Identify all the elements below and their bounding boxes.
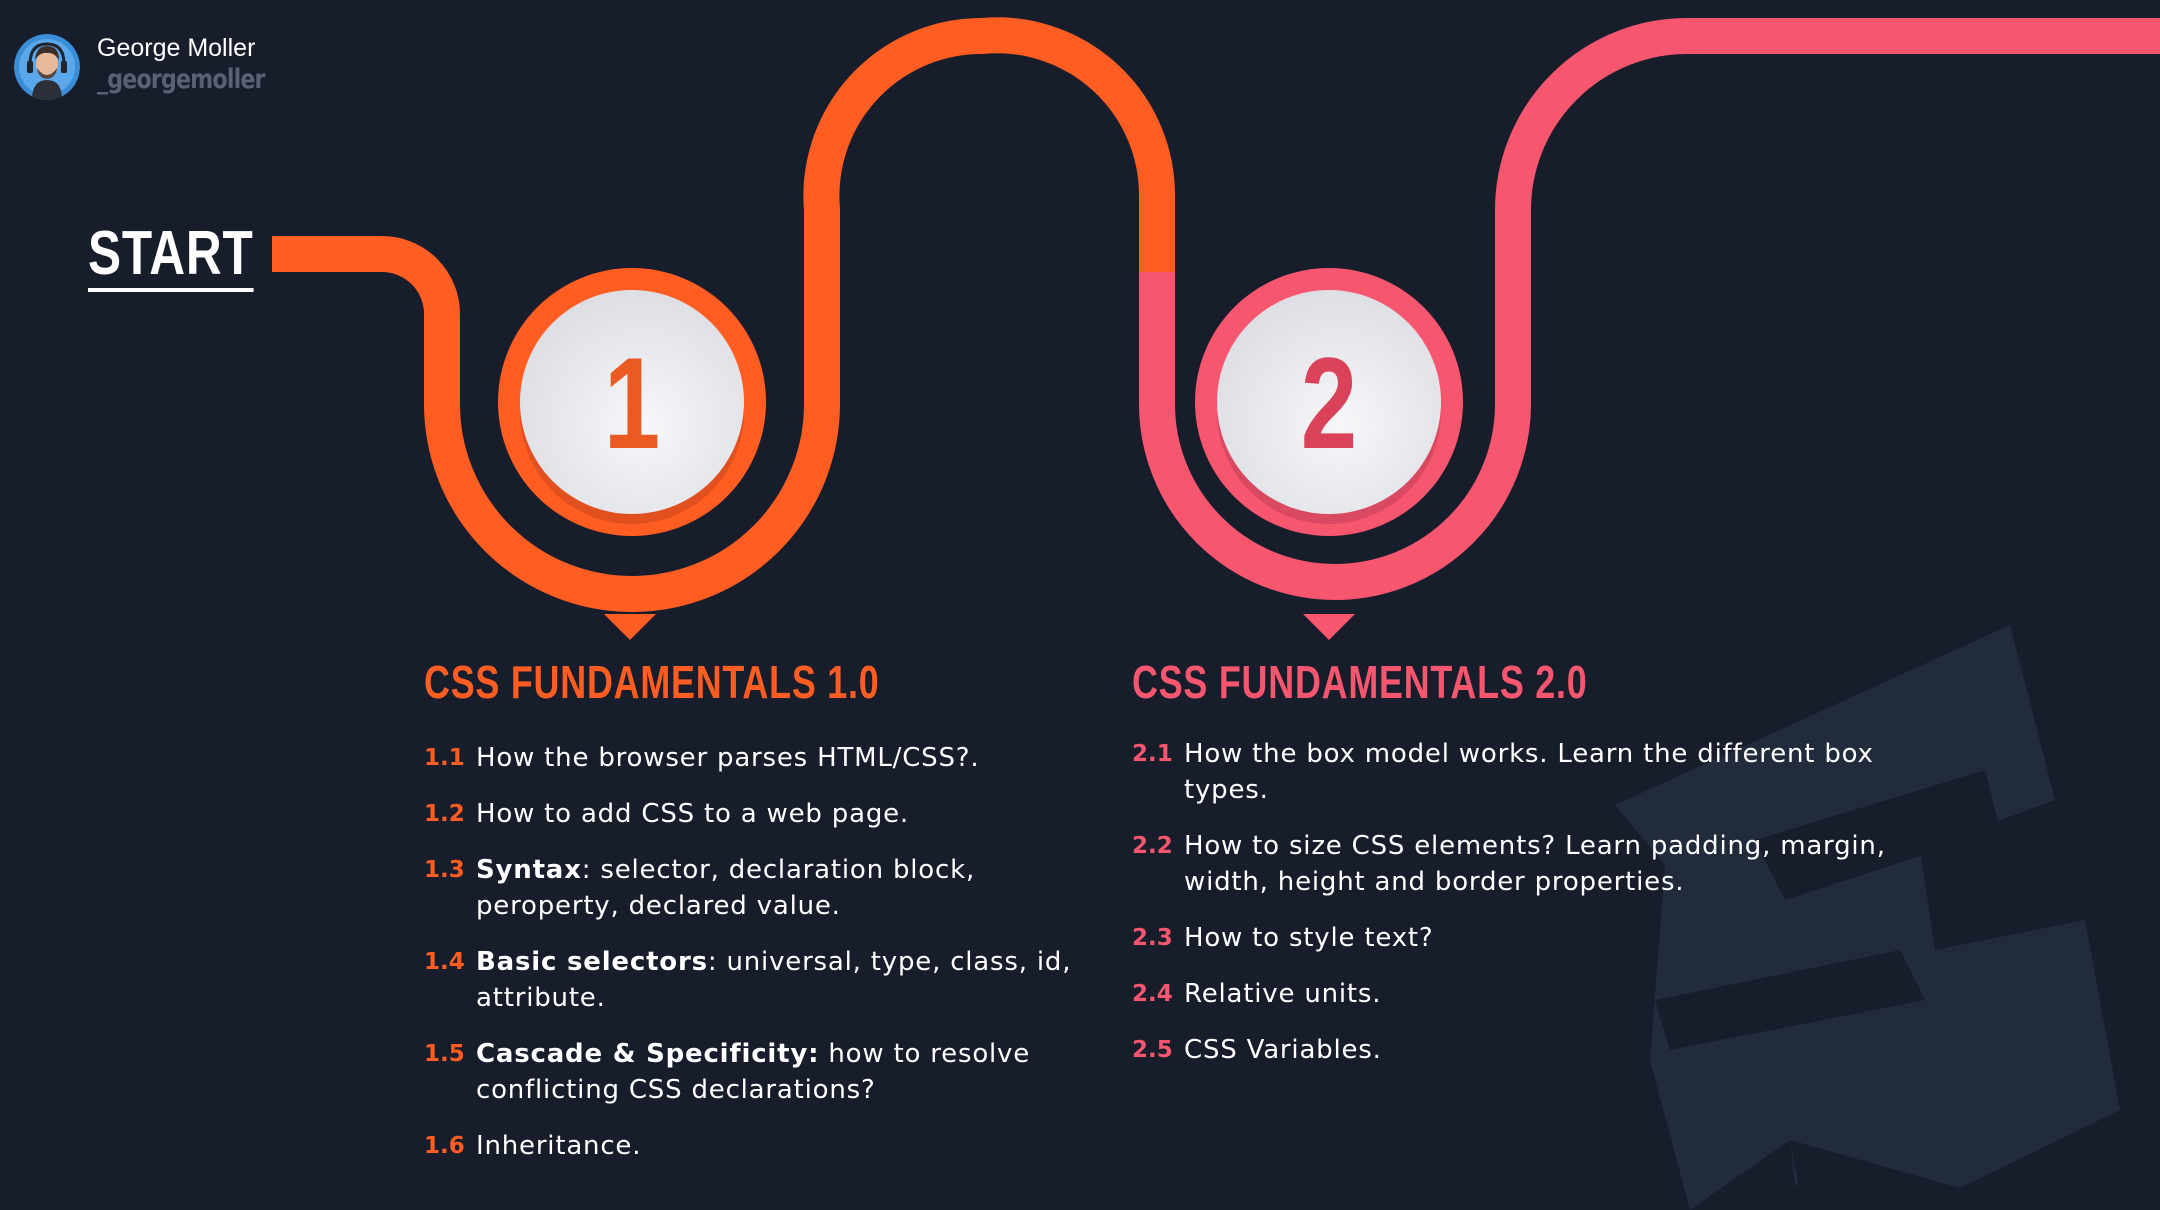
list-item: 1.1 How the browser parses HTML/CSS?. — [424, 743, 980, 773]
list-item: 2.4 Relative units. — [1132, 979, 1382, 1009]
milestone-2-number: 2 — [1301, 330, 1357, 476]
author-name: George Moller — [97, 34, 256, 62]
list-item: 1.6 Inheritance. — [424, 1131, 642, 1161]
section-2-list: 2.1 How the box model works. Learn the di… — [1132, 736, 1892, 1088]
list-item: 1.4 Basic selectors: universal, type, cla… — [424, 947, 1072, 1013]
section-2-title: CSS FUNDAMENTALS 2.0 — [1132, 656, 1588, 708]
list-item: 2.2 How to size CSS elements? Learn paddi… — [1132, 831, 1886, 897]
milestone-2-badge — [1195, 268, 1463, 536]
road-segment-2 — [1139, 18, 2160, 600]
list-item: 1.5 Cascade & Specificity: how to resolve… — [424, 1039, 1031, 1105]
list-item: 2.3 How to style text? — [1132, 923, 1434, 953]
start-label: START — [88, 222, 254, 292]
list-item: 1.3 Syntax: selector, declaration block, … — [424, 855, 976, 921]
list-item: 2.5 CSS Variables. — [1132, 1035, 1382, 1065]
milestone-1-badge — [498, 268, 766, 536]
list-item: 1.2 How to add CSS to a web page. — [424, 799, 909, 829]
road-segment-1 — [272, 17, 1176, 612]
author-handle[interactable]: _georgemoller — [97, 64, 265, 95]
milestone-1-number: 1 — [604, 330, 660, 476]
list-item: 2.1 How the box model works. Learn the di… — [1132, 739, 1874, 805]
author-block: George Moller _georgemoller — [14, 34, 301, 100]
avatar[interactable] — [14, 34, 80, 100]
section-1-pointer — [604, 614, 656, 640]
section-1-list: 1.1 How the browser parses HTML/CSS?. 1.2… — [424, 740, 1124, 1184]
section-1-title: CSS FUNDAMENTALS 1.0 — [424, 656, 880, 708]
section-2-pointer — [1303, 614, 1355, 640]
